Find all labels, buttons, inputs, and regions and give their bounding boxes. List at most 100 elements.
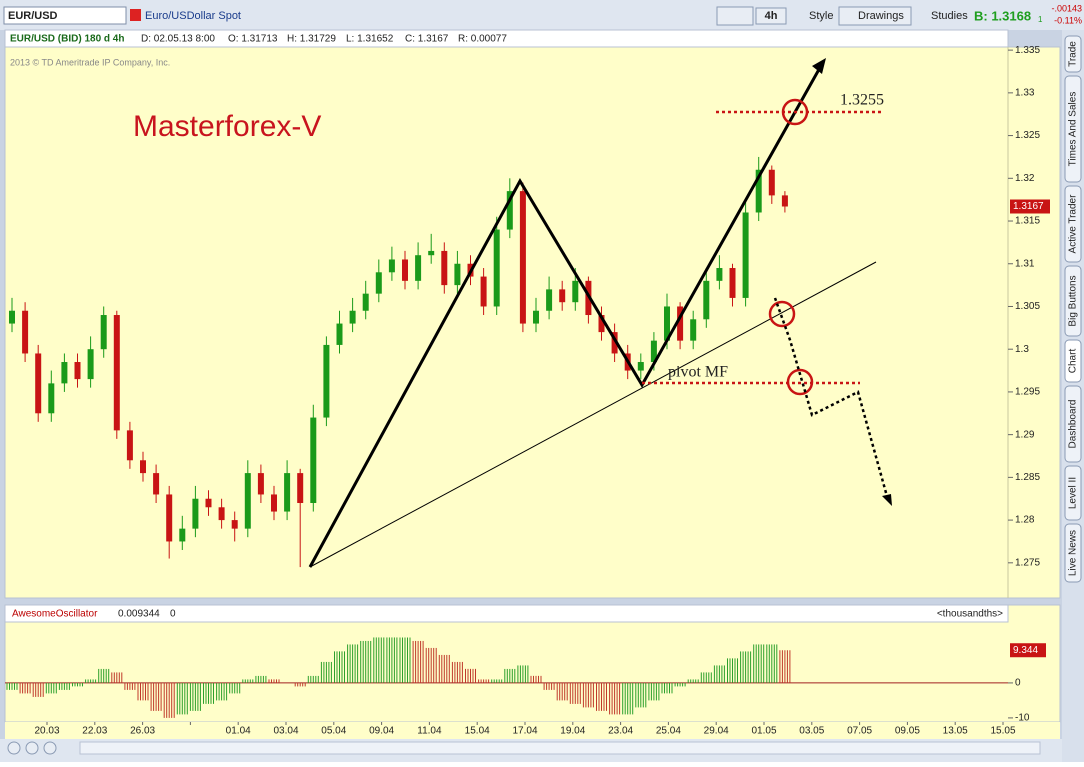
candle-body bbox=[140, 460, 146, 474]
x-tick-label: 25.04 bbox=[656, 726, 681, 737]
zoom-in[interactable] bbox=[25, 741, 39, 755]
y-tick-label: 1.32 bbox=[1015, 173, 1035, 184]
candle-body bbox=[74, 362, 81, 380]
candle-body bbox=[284, 473, 291, 512]
info-symbol: EUR/USD (BID) 180 d 4h bbox=[10, 34, 124, 45]
oscillator-header bbox=[4, 604, 1009, 623]
candle-body bbox=[677, 306, 684, 341]
candle-body bbox=[650, 340, 657, 363]
candle-body bbox=[703, 280, 710, 320]
candle-body bbox=[205, 498, 212, 508]
x-tick-label: 15.05 bbox=[990, 726, 1015, 737]
osc-param: 0 bbox=[170, 609, 176, 620]
studies-button[interactable]: Studies bbox=[931, 10, 968, 22]
pivot-label: pivot MF bbox=[668, 364, 728, 381]
sidebar-tab[interactable] bbox=[1064, 339, 1082, 383]
sidebar-tab[interactable] bbox=[1064, 265, 1082, 337]
chart-title: Masterforex-V bbox=[133, 110, 321, 143]
candle-body bbox=[519, 191, 526, 324]
candle-body bbox=[310, 417, 317, 504]
osc-tick-label: 0 bbox=[1015, 678, 1021, 689]
x-tick-label: 19.04 bbox=[560, 726, 585, 737]
y-tick-label: 1.335 bbox=[1015, 45, 1040, 56]
x-tick-label: 22.03 bbox=[82, 726, 107, 737]
candle-body bbox=[271, 494, 277, 512]
zoom-button[interactable] bbox=[7, 741, 21, 755]
sidebar-tab[interactable] bbox=[1064, 523, 1082, 583]
candle-body bbox=[323, 344, 330, 418]
info-high: H: 1.31729 bbox=[287, 34, 336, 45]
candle-body bbox=[559, 289, 566, 303]
sidebar-tab[interactable] bbox=[1064, 185, 1082, 263]
zoom-out[interactable] bbox=[43, 741, 57, 755]
date-axis bbox=[5, 722, 1060, 739]
pivot-circle bbox=[786, 368, 814, 396]
candle-body bbox=[153, 473, 160, 495]
candle-body bbox=[506, 191, 513, 230]
change: -.00143 bbox=[1051, 3, 1082, 13]
trend-line bbox=[309, 261, 877, 568]
sidebar-tab[interactable] bbox=[1064, 35, 1082, 73]
sidebar-tab-label[interactable]: Dashboard bbox=[1068, 400, 1079, 449]
x-tick-label: 13.05 bbox=[943, 726, 968, 737]
tool-buttons[interactable] bbox=[716, 6, 754, 26]
candle-body bbox=[415, 255, 422, 281]
symbol[interactable]: EUR/USD bbox=[8, 10, 58, 22]
sidebar-tab-label[interactable]: Chart bbox=[1068, 349, 1079, 374]
sidebar-tab-label[interactable]: Level II bbox=[1068, 477, 1079, 509]
candle-body bbox=[179, 528, 186, 542]
candle-body bbox=[9, 310, 15, 324]
candle-body bbox=[664, 306, 670, 341]
candle-body bbox=[454, 263, 461, 286]
x-tick-label: 01.04 bbox=[226, 726, 251, 737]
candle-body bbox=[166, 494, 173, 542]
osc-value: 0.009344 bbox=[118, 609, 160, 620]
drawings-button[interactable]: Drawings bbox=[858, 10, 904, 22]
candle-body bbox=[441, 250, 448, 286]
y-tick-label: 1.33 bbox=[1015, 87, 1035, 98]
drawings-bg[interactable] bbox=[838, 6, 912, 26]
timeframe[interactable]: 4h bbox=[765, 10, 778, 22]
y-tick-label: 1.295 bbox=[1015, 387, 1040, 398]
info-low: L: 1.31652 bbox=[346, 34, 394, 45]
info-close: C: 1.3167 bbox=[405, 34, 449, 45]
candle-body bbox=[35, 353, 42, 414]
sidebar-tab[interactable] bbox=[1064, 465, 1082, 521]
candle-body bbox=[362, 293, 369, 311]
sidebar-tab-label[interactable]: Active Trader bbox=[1068, 194, 1079, 254]
x-tick-label: 03.05 bbox=[799, 726, 824, 737]
candle-body bbox=[87, 349, 94, 380]
sidebar-tabs: Trade Times And Sales Active Trader Big But… bbox=[1064, 35, 1082, 583]
sidebar-tab-label[interactable]: Big Buttons bbox=[1068, 275, 1079, 326]
x-tick-label: 05.04 bbox=[321, 726, 346, 737]
sidebar-tab[interactable] bbox=[1064, 385, 1082, 463]
sidebar-tab-label[interactable]: Times And Sales bbox=[1068, 92, 1079, 167]
y-tick-label: 1.3 bbox=[1015, 344, 1029, 355]
timeframe-button[interactable] bbox=[755, 7, 787, 25]
candle-body bbox=[598, 315, 605, 333]
sidebar-tab[interactable] bbox=[1064, 75, 1082, 183]
candle-body bbox=[61, 362, 68, 384]
bid-digit: 1 bbox=[1038, 15, 1043, 24]
style-button[interactable]: Style bbox=[809, 10, 833, 22]
y-tick-label: 1.305 bbox=[1015, 301, 1040, 312]
forecast-path bbox=[773, 297, 890, 501]
x-tick-label: 03.04 bbox=[273, 726, 298, 737]
info-range: R: 0.00077 bbox=[458, 34, 507, 45]
v-pattern bbox=[308, 63, 824, 568]
y-tick-label: 1.275 bbox=[1015, 557, 1040, 568]
candle-body bbox=[192, 498, 199, 529]
candle-body bbox=[480, 276, 487, 307]
scrollbar[interactable] bbox=[79, 741, 1041, 755]
sidebar-tab-label[interactable]: Live News bbox=[1068, 530, 1079, 576]
x-tick-label: 01.05 bbox=[751, 726, 776, 737]
x-tick-label: 26.03 bbox=[130, 726, 155, 737]
bid: B: 1.3168 bbox=[974, 8, 1031, 23]
symbol-input[interactable] bbox=[3, 6, 127, 25]
osc-unit: <thousandths> bbox=[937, 609, 1003, 620]
candle-body bbox=[690, 319, 697, 341]
osc-tick-label: -10 bbox=[1015, 713, 1030, 724]
description: Euro/USDollar Spot bbox=[145, 10, 241, 22]
candle-body bbox=[100, 315, 107, 350]
sidebar-tab-label[interactable]: Trade bbox=[1068, 41, 1079, 67]
